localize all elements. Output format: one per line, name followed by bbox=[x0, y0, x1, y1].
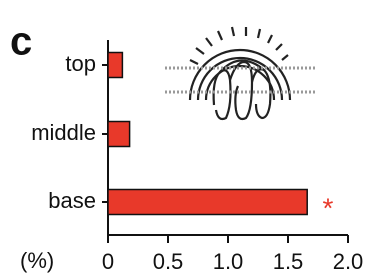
bar bbox=[108, 190, 307, 215]
y-tick-label: top bbox=[65, 51, 96, 76]
x-tick-label: 0 bbox=[102, 249, 114, 274]
chart: c (%) 0 0.5 1.0 1.5 2.0 top middle base * bbox=[0, 0, 366, 276]
y-tick-label: base bbox=[48, 188, 96, 213]
x-tick-label: 2.0 bbox=[333, 249, 364, 274]
panel-label: c bbox=[10, 20, 32, 64]
x-tick-label: 1.5 bbox=[273, 249, 304, 274]
x-tick-label: 0.5 bbox=[153, 249, 184, 274]
y-tick-label: middle bbox=[31, 120, 96, 145]
page: c (%) 00.51.01.52.0topmiddlebase* (() =>… bbox=[0, 0, 366, 276]
bar bbox=[108, 122, 130, 147]
x-axis-label: (%) bbox=[20, 248, 54, 273]
annotation: * bbox=[323, 192, 334, 223]
cochlea-icon bbox=[165, 27, 315, 119]
x-tick-label: 1.0 bbox=[213, 249, 244, 274]
bar bbox=[108, 53, 122, 78]
